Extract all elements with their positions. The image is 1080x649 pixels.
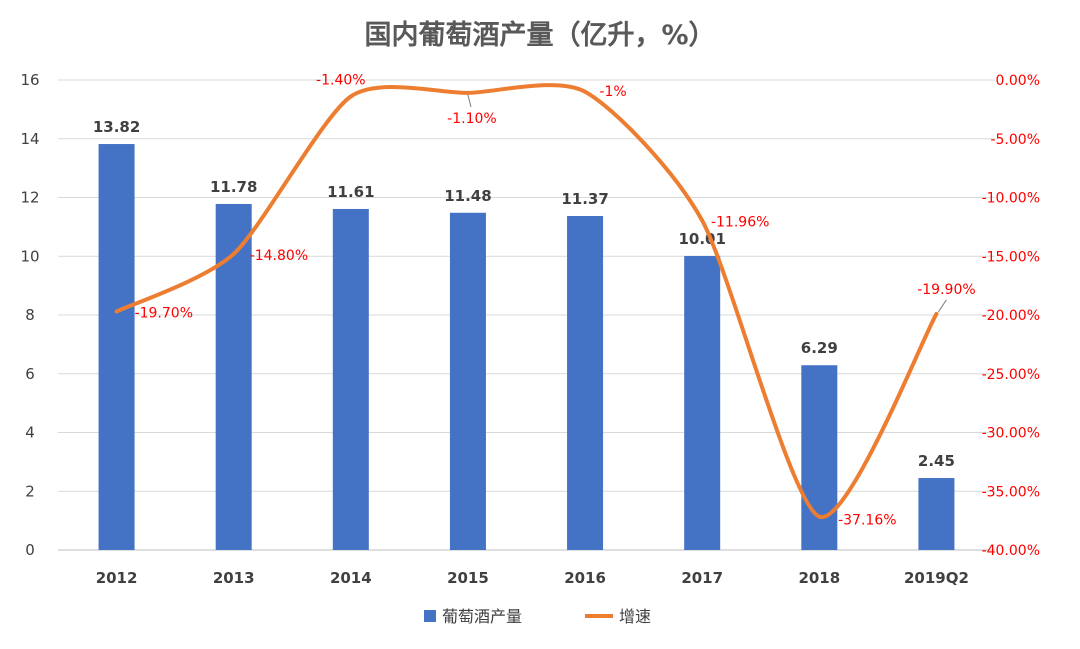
right-tick-label: -25.00% <box>982 367 1040 383</box>
gridlines <box>58 79 995 551</box>
line-point <box>114 309 119 314</box>
bar-series: 13.82 11.78 11.61 11.48 11.37 10.01 6.29 2.45 <box>93 118 955 551</box>
right-tick-label: -15.00% <box>982 249 1040 265</box>
category-label: 2012 <box>96 569 138 587</box>
line-point <box>700 218 705 223</box>
bar <box>332 208 369 551</box>
bar-value-label: 11.48 <box>444 187 491 205</box>
line-series: -19.70% -14.80% -1.40% -1.10% -1% -11.96% -37.… <box>114 72 976 529</box>
left-tick-label: 16 <box>20 71 39 89</box>
bar <box>918 478 955 550</box>
line-point <box>934 311 939 316</box>
line-point <box>817 514 822 519</box>
right-tick-label: -10.00% <box>982 191 1040 207</box>
bar-value-label: 13.82 <box>93 118 140 136</box>
line-point <box>348 94 353 99</box>
growth-value-label: -1.10% <box>447 111 497 127</box>
left-tick-label: 14 <box>20 130 39 148</box>
left-tick-label: 6 <box>25 365 35 383</box>
growth-value-label: -1.40% <box>316 72 366 88</box>
bar <box>684 255 721 551</box>
bar-value-label: 11.37 <box>561 190 608 208</box>
category-label: 2016 <box>564 569 606 587</box>
right-axis: 0.00% -5.00% -10.00% -15.00% -20.00% -25.00% -… <box>982 73 1040 559</box>
bar <box>801 365 838 550</box>
right-tick-label: -35.00% <box>982 484 1040 500</box>
category-label: 2014 <box>330 569 372 587</box>
left-axis: 0 2 4 6 8 10 12 14 16 <box>20 71 39 559</box>
growth-value-label: -11.96% <box>711 215 769 231</box>
growth-value-label: -1% <box>599 84 626 100</box>
chart-title: 国内葡萄酒产量（亿升，%） <box>364 20 715 51</box>
category-label: 2017 <box>681 569 723 587</box>
category-label: 2015 <box>447 569 489 587</box>
legend-swatch-bar <box>424 610 436 622</box>
legend-label-line: 增速 <box>619 607 651 626</box>
left-tick-label: 12 <box>20 189 39 207</box>
legend-label-bar: 葡萄酒产量 <box>442 607 522 626</box>
left-tick-label: 0 <box>25 541 35 559</box>
bar-value-label: 10.01 <box>678 230 725 248</box>
bar <box>567 216 604 550</box>
bar-value-label: 6.29 <box>801 339 838 357</box>
right-tick-label: 0.00% <box>996 73 1040 89</box>
bar-value-label: 11.78 <box>210 178 257 196</box>
right-tick-label: -40.00% <box>982 543 1040 559</box>
category-label: 2019Q2 <box>904 569 969 587</box>
growth-value-label: -19.70% <box>135 305 193 321</box>
leader-line <box>467 94 472 108</box>
category-label: 2018 <box>798 569 840 587</box>
left-tick-label: 8 <box>25 306 35 324</box>
right-tick-label: -5.00% <box>990 132 1040 148</box>
leader-line <box>938 299 947 313</box>
line-point <box>583 89 588 94</box>
left-tick-label: 2 <box>25 482 35 500</box>
right-tick-label: -20.00% <box>982 308 1040 324</box>
left-tick-label: 10 <box>20 247 39 265</box>
bar <box>449 212 486 550</box>
x-axis: 2012 2013 2014 2015 2016 2017 2018 2019Q2 <box>96 569 969 587</box>
line-point <box>231 251 236 256</box>
right-tick-label: -30.00% <box>982 426 1040 442</box>
growth-value-label: -19.90% <box>917 282 975 298</box>
legend: 葡萄酒产量 增速 <box>424 607 651 626</box>
bar-value-label: 2.45 <box>918 452 955 470</box>
bar-value-label: 11.61 <box>327 183 374 201</box>
growth-value-label: -37.16% <box>838 513 896 529</box>
growth-value-label: -14.80% <box>250 248 308 264</box>
bar <box>98 144 135 550</box>
left-tick-label: 4 <box>25 424 35 442</box>
category-label: 2013 <box>213 569 255 587</box>
line-point <box>465 90 470 95</box>
